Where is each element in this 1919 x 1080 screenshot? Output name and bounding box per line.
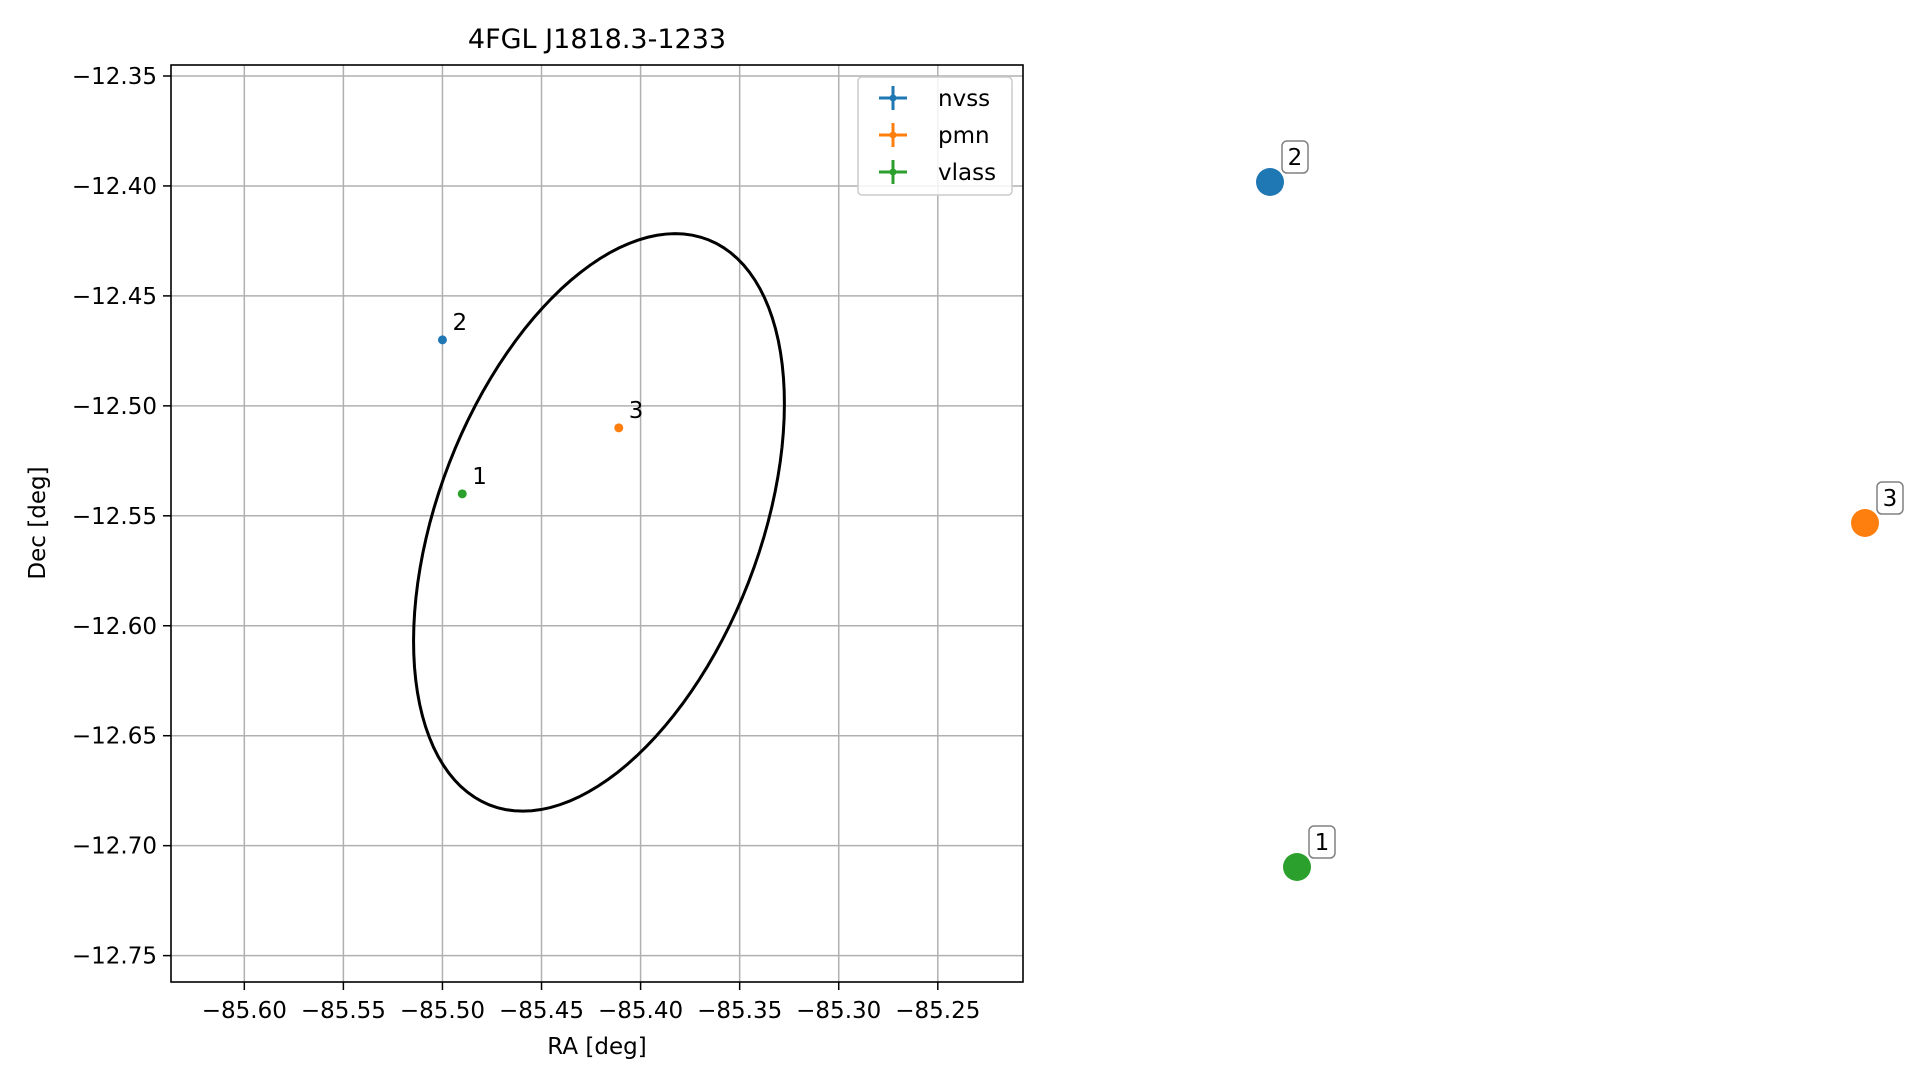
outside-markers: 2 3 1 — [1256, 140, 1904, 881]
outside-marker-badge — [1876, 481, 1904, 515]
legend-marker-dot — [889, 131, 897, 139]
y-tick-label: −12.50 — [72, 394, 157, 420]
legend-items: nvss pmn vlass — [879, 86, 996, 186]
y-tick-label: −12.40 — [72, 174, 157, 200]
outside-marker-label: 1 — [1315, 830, 1330, 856]
y-axis-ticks: −12.35 −12.40 −12.45 −12.50 −12.55 −12.60 −12.… — [72, 64, 171, 970]
nvss-point-label: 2 — [452, 310, 467, 336]
y-tick-label: −12.60 — [72, 614, 157, 640]
x-axis-ticks: −85.60 −85.55 −85.50 −85.45 −85.40 −85.35 −85.… — [202, 982, 980, 1024]
x-tick-label: −85.45 — [499, 998, 584, 1024]
x-tick-label: −85.60 — [202, 998, 287, 1024]
y-tick-label: −12.70 — [72, 834, 157, 860]
y-tick-label: −12.75 — [72, 944, 157, 970]
legend-marker-dot — [889, 168, 897, 176]
legend-label-vlass: vlass — [938, 160, 996, 186]
legend-label-pmn: pmn — [938, 123, 990, 149]
x-tick-label: −85.40 — [598, 998, 683, 1024]
x-tick-label: −85.35 — [697, 998, 782, 1024]
points-layer: 2 3 1 — [437, 310, 644, 499]
legend-item-pmn: pmn — [879, 123, 990, 149]
x-axis-label: RA [deg] — [547, 1034, 646, 1060]
pmn-point-label: 3 — [629, 398, 644, 424]
outside-marker-label: 2 — [1288, 145, 1303, 171]
x-tick-label: −85.25 — [895, 998, 980, 1024]
legend-item-nvss: nvss — [879, 86, 990, 112]
outside-marker-2: 2 — [1256, 140, 1309, 196]
vlass-point — [457, 489, 467, 499]
outside-marker-dot — [1256, 168, 1284, 196]
outside-marker-dot — [1851, 509, 1879, 537]
pmn-point — [614, 423, 624, 433]
y-tick-label: −12.55 — [72, 504, 157, 530]
grid-layer — [171, 65, 1023, 982]
y-axis-label: Dec [deg] — [25, 466, 51, 579]
error-ellipse — [412, 232, 786, 813]
plot-area: −85.60 −85.55 −85.50 −85.45 −85.40 −85.35 −85.… — [72, 64, 1024, 1024]
plot-frame — [170, 64, 1024, 983]
outside-marker-3: 3 — [1851, 481, 1904, 537]
legend-box — [857, 76, 1013, 196]
legend: nvss pmn vlass — [857, 76, 1013, 196]
outside-marker-badge — [1308, 825, 1336, 859]
y-tick-label: −12.35 — [72, 64, 157, 90]
x-tick-label: −85.55 — [301, 998, 386, 1024]
outside-marker-1: 1 — [1283, 825, 1336, 881]
x-tick-label: −85.30 — [796, 998, 881, 1024]
outside-marker-dot — [1283, 853, 1311, 881]
legend-marker-dot — [889, 94, 897, 102]
x-tick-label: −85.50 — [400, 998, 485, 1024]
legend-item-vlass: vlass — [879, 160, 996, 186]
outside-marker-badge — [1281, 140, 1309, 174]
legend-label-nvss: nvss — [938, 86, 990, 112]
chart-title: 4FGL J1818.3-1233 — [468, 24, 726, 55]
vlass-point-label: 1 — [472, 464, 487, 490]
y-tick-label: −12.45 — [72, 284, 157, 310]
nvss-point — [437, 335, 447, 345]
outside-marker-label: 3 — [1883, 486, 1898, 512]
y-tick-label: −12.65 — [72, 724, 157, 750]
